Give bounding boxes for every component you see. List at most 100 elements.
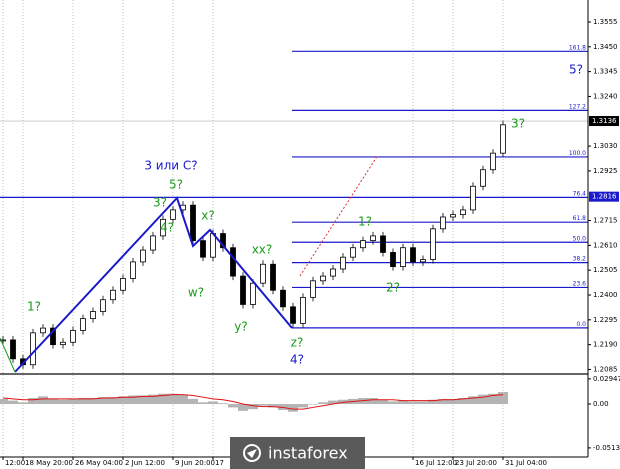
candle-body — [280, 289, 286, 308]
wave-label: 5? — [169, 178, 183, 192]
candle-body — [190, 204, 196, 242]
histogram-bar — [8, 400, 18, 405]
watermark: instaforex — [230, 437, 365, 469]
candle-body — [250, 282, 256, 305]
candle-body — [30, 332, 36, 366]
wave-label: w? — [188, 286, 204, 300]
histogram-bar — [238, 404, 248, 411]
candle-body — [270, 263, 276, 291]
indicator-tick-label: 0.02947 — [593, 375, 620, 383]
candle-body — [0, 339, 6, 342]
histogram-bar — [398, 400, 408, 405]
wave-label: 2? — [386, 281, 400, 295]
x-tick-label: 18 May 20:00 — [25, 459, 73, 467]
wave-label: 3 или С? — [144, 159, 197, 173]
wave-line-minor — [0, 337, 16, 373]
candle-body — [490, 152, 496, 171]
candle-body — [420, 259, 426, 263]
fib-label: 61.8 — [573, 215, 587, 222]
candle-body — [200, 240, 206, 258]
wave-label: 5? — [569, 63, 583, 77]
candle-body — [50, 327, 56, 346]
price-axis: 1.3555 1.3450 1.3345 1.3240 1.3030 1.2925 1.27… — [588, 18, 619, 373]
histogram-bar — [438, 398, 448, 405]
wave-label: 3? — [153, 196, 167, 210]
histogram-bar — [308, 404, 318, 405]
x-tick-label: 17 — [215, 459, 224, 467]
watermark-logo-arrow — [247, 449, 257, 458]
histogram-bar — [288, 404, 298, 412]
candle-body — [300, 296, 306, 324]
candle-body — [40, 327, 46, 334]
watermark-text: instaforex — [268, 444, 348, 463]
histogram-bar — [448, 398, 458, 405]
wave-label: xx? — [252, 243, 273, 257]
indicator-panel: 0.02947 0.00 -0.05133 — [0, 375, 620, 452]
histogram-bar — [328, 400, 338, 405]
histogram-bar — [478, 394, 488, 405]
wave-labels: 3 или С?5?3?4?x?w?y?xx?z?4?1?1?2?3?5? — [27, 63, 583, 367]
candle-body — [430, 228, 436, 260]
candle-body — [170, 209, 176, 220]
candle-body — [10, 339, 16, 360]
signal-line — [2, 394, 504, 410]
candle-body — [230, 247, 236, 277]
histogram-bar — [138, 395, 148, 405]
candle-body — [60, 341, 66, 346]
histogram-bar — [408, 401, 418, 405]
histogram-bar — [88, 398, 98, 405]
histogram-bar — [38, 396, 48, 405]
y-tick-label: 1.2400 — [593, 291, 618, 299]
histogram-bar — [428, 399, 438, 405]
y-tick-label: 1.2190 — [593, 341, 618, 349]
candle-body — [390, 252, 396, 268]
histogram-bar — [78, 398, 88, 405]
candle-body — [90, 311, 96, 320]
candle-body — [460, 209, 466, 216]
fib-label: 100.0 — [569, 150, 586, 157]
histogram-bar — [298, 404, 308, 408]
histogram-bar — [18, 402, 28, 405]
candle-body — [140, 249, 146, 263]
y-tick-label: 1.3450 — [593, 43, 618, 51]
histogram-bar — [168, 393, 178, 405]
fib-label: 23.6 — [573, 280, 587, 287]
y-tick-label: 1.2295 — [593, 316, 618, 324]
histogram-bar — [218, 403, 228, 405]
candle-body — [340, 256, 346, 270]
candle-body — [310, 280, 316, 298]
fib-label: 38.2 — [573, 256, 587, 263]
fibonacci-levels: 161.8 127.2 100.0 76.4 61.8 50.0 38.2 23.6 0.0 — [0, 44, 588, 329]
indicator-tick-label: -0.05133 — [593, 444, 620, 452]
histogram-bar — [318, 402, 328, 405]
histogram-bar — [48, 398, 58, 405]
wave-label: 3? — [511, 117, 525, 131]
candle-body — [400, 247, 406, 268]
candle-body — [150, 235, 156, 251]
candle-body — [350, 247, 356, 258]
candle-body — [70, 330, 76, 343]
fib-label: 50.0 — [573, 235, 587, 242]
candle-body — [80, 318, 86, 331]
candle-body — [240, 275, 246, 305]
wave-label: y? — [234, 320, 247, 334]
histogram-bar — [378, 399, 388, 405]
histogram-bar — [188, 398, 198, 405]
histogram-bar — [498, 392, 508, 405]
candle-body — [330, 268, 336, 277]
price-marker-label: 1.2816 — [592, 193, 617, 201]
histogram-bar — [258, 404, 268, 406]
x-tick-label: 12:00 — [5, 459, 25, 467]
candle-body — [100, 299, 106, 312]
histogram-bar — [468, 396, 478, 405]
histogram-bar — [148, 394, 158, 405]
wave-line — [14, 196, 293, 373]
candle-body — [410, 247, 416, 263]
histogram-bar — [0, 398, 8, 405]
histogram-bar — [458, 398, 468, 405]
candle-body — [160, 218, 166, 237]
y-tick-label: 1.2085 — [593, 365, 618, 373]
histogram-bar — [158, 393, 168, 405]
